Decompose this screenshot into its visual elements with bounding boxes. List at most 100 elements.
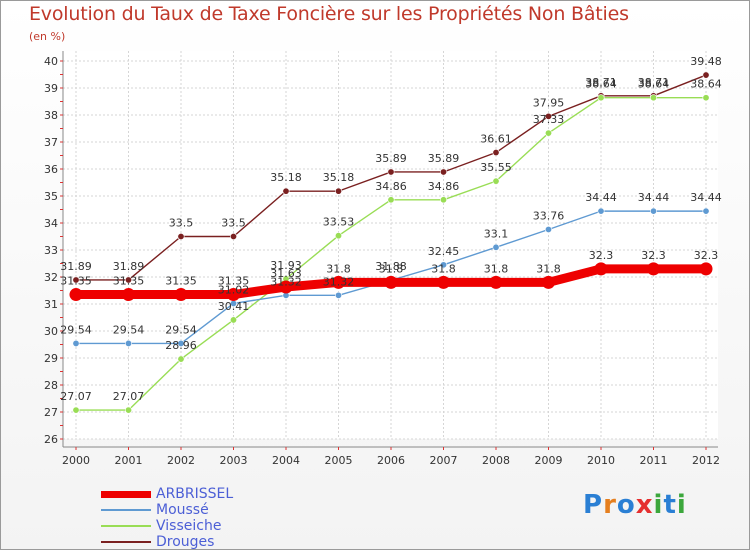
data-label-moussé: 29.54 [60, 323, 92, 336]
data-label-moussé: 31.02 [218, 283, 250, 296]
y-tick-label: 32 [44, 271, 58, 284]
point-visseiche [177, 355, 185, 363]
data-label-moussé: 33.1 [484, 227, 509, 240]
data-label-visseiche: 30.41 [218, 300, 250, 313]
y-tick-label: 28 [44, 379, 58, 392]
data-label-visseiche: 27.07 [60, 390, 92, 403]
logo-letter: r [603, 490, 617, 520]
point-visseiche [72, 406, 80, 414]
logo-letter: o [616, 490, 636, 520]
y-tick-label: 26 [44, 433, 58, 446]
point-arbrissel [437, 275, 450, 289]
data-label-drouges: 35.89 [375, 152, 407, 165]
y-tick-label: 36 [44, 163, 58, 176]
logo-letter: P [583, 490, 604, 520]
x-tick-label: 2002 [167, 454, 195, 467]
point-arbrissel [122, 288, 135, 302]
data-label-moussé: 34.44 [585, 191, 617, 204]
y-tick-label: 31 [44, 298, 58, 311]
data-label-arbrissel: 32.3 [589, 249, 614, 262]
legend-swatch-visseiche [101, 525, 151, 527]
data-label-visseiche: 38.64 [585, 78, 617, 91]
data-label-arbrissel: 31.35 [60, 275, 92, 288]
point-drouges [492, 149, 500, 157]
x-tick-label: 2003 [220, 454, 248, 467]
data-label-visseiche: 27.07 [113, 390, 145, 403]
data-label-visseiche: 37.33 [533, 113, 565, 126]
data-label-moussé: 31.32 [323, 275, 355, 288]
point-moussé [72, 339, 80, 347]
data-label-visseiche: 38.64 [638, 78, 670, 91]
y-tick-label: 30 [44, 325, 58, 338]
point-arbrissel [332, 275, 345, 289]
point-visseiche [702, 94, 710, 102]
data-label-arbrissel: 31.63 [270, 267, 302, 280]
point-moussé [125, 339, 133, 347]
y-tick-label: 38 [44, 109, 58, 122]
legend-swatch-arbrissel [101, 491, 151, 498]
data-label-arbrissel: 32.3 [694, 249, 719, 262]
point-drouges [334, 187, 342, 195]
data-label-arbrissel: 31.8 [431, 262, 456, 275]
data-label-arbrissel: 31.35 [113, 275, 145, 288]
data-label-visseiche: 31.93 [270, 259, 302, 272]
logo-letter: x [635, 490, 654, 520]
proxiti-logo: Proxiti [583, 490, 687, 520]
point-visseiche [334, 232, 342, 240]
point-visseiche [544, 129, 552, 137]
point-moussé [649, 207, 657, 215]
point-moussé [597, 207, 605, 215]
x-tick-label: 2011 [640, 454, 668, 467]
point-moussé [334, 291, 342, 299]
x-tick-label: 2006 [377, 454, 405, 467]
y-tick-label: 39 [44, 82, 58, 95]
legend-swatch-drouges [101, 541, 151, 543]
data-label-drouges: 35.18 [270, 171, 302, 184]
x-tick-label: 2004 [272, 454, 300, 467]
data-label-moussé: 34.44 [638, 191, 670, 204]
data-label-drouges: 35.89 [428, 152, 460, 165]
legend-label-arbrissel: ARBRISSEL [156, 486, 234, 502]
x-tick-label: 2010 [587, 454, 615, 467]
data-label-moussé: 31.88 [375, 260, 407, 273]
data-label-drouges: 38.71 [585, 76, 617, 89]
data-label-drouges: 37.95 [533, 96, 565, 109]
data-label-arbrissel: 31.8 [484, 262, 509, 275]
point-moussé [702, 207, 710, 215]
point-visseiche [492, 177, 500, 185]
y-tick-label: 35 [44, 190, 58, 203]
y-tick-label: 27 [44, 406, 58, 419]
data-label-drouges: 35.18 [323, 171, 355, 184]
chart-title: Evolution du Taux de Taxe Foncière sur l… [29, 3, 629, 25]
x-tick-label: 2001 [115, 454, 143, 467]
data-label-moussé: 32.45 [428, 245, 460, 258]
data-label-visseiche: 33.53 [323, 216, 355, 229]
data-label-drouges: 38.71 [638, 76, 670, 89]
point-arbrissel [542, 275, 555, 289]
logo-letter: i [653, 490, 664, 520]
point-drouges [177, 233, 185, 241]
data-label-arbrissel: 31.35 [165, 275, 197, 288]
data-label-drouges: 39.48 [690, 55, 722, 68]
point-drouges [702, 71, 710, 79]
point-visseiche [597, 94, 605, 102]
data-label-drouges: 33.5 [221, 217, 246, 230]
data-label-drouges: 36.61 [480, 133, 512, 146]
data-label-arbrissel: 32.3 [641, 249, 666, 262]
logo-letter: i [676, 490, 687, 520]
data-label-visseiche: 28.96 [165, 339, 197, 352]
point-drouges [544, 112, 552, 120]
point-visseiche [649, 94, 657, 102]
data-label-visseiche: 34.86 [428, 180, 460, 193]
y-tick-label: 40 [44, 55, 58, 68]
y-tick-label: 37 [44, 136, 58, 149]
point-visseiche [439, 196, 447, 204]
y-tick-label: 29 [44, 352, 58, 365]
x-tick-label: 2000 [62, 454, 90, 467]
data-label-drouges: 33.5 [169, 217, 194, 230]
legend-swatch-mousse [101, 509, 151, 511]
data-label-moussé: 31.32 [270, 275, 302, 288]
point-arbrissel [174, 288, 188, 302]
